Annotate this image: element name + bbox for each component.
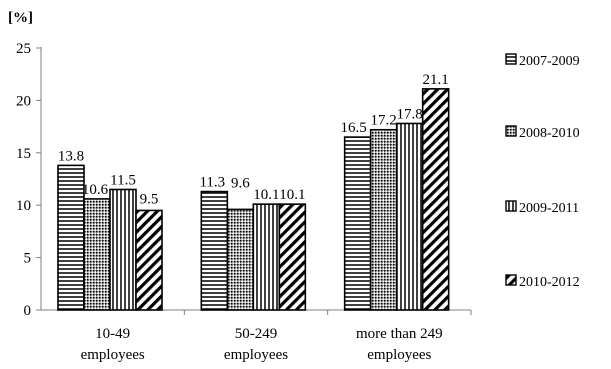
legend-swatch	[505, 125, 517, 137]
x-category-label: employees	[81, 347, 145, 363]
data-label: 11.5	[110, 172, 136, 188]
data-label: 9.5	[140, 191, 159, 207]
bar-2009-2011-cat-3	[395, 122, 424, 311]
x-category-label: employees	[367, 347, 431, 363]
bar-2009-2011-cat-2	[252, 203, 281, 311]
x-category-label: more than 249	[356, 326, 443, 342]
data-label: 10.1	[253, 187, 279, 203]
bar-2010-2012-cat-1	[135, 209, 163, 311]
x-axis-category-labels: 10-49 employees 50-249 employees more than 2…	[81, 326, 443, 363]
bar-2008-2010-cat-3	[369, 128, 398, 311]
data-label: 10.6	[82, 182, 109, 198]
legend: 2007-2009 2008-2010 2009-2011 2010-2012	[505, 53, 580, 290]
x-category-label: 50-249	[235, 326, 278, 342]
y-tick-label: 20	[16, 93, 31, 109]
legend-swatch	[505, 200, 517, 212]
x-category-label: 10-49	[95, 326, 130, 342]
bar-2010-2012-cat-2	[278, 203, 307, 311]
bar-2009-2011-cat-1	[109, 188, 137, 311]
y-tick-label: 15	[16, 146, 31, 162]
y-tick-label: 25	[16, 41, 31, 57]
bar-2008-2010-cat-2	[226, 208, 255, 311]
y-axis-ticks: 0 5 10 15 20 25	[16, 41, 41, 319]
legend-label: 2010-2012	[519, 275, 580, 290]
bar-series-group	[57, 88, 472, 315]
data-label: 17.2	[371, 113, 397, 129]
bar-2008-2010-cat-1	[83, 198, 111, 311]
data-label: 21.1	[423, 72, 449, 88]
y-tick-label: 5	[24, 251, 32, 267]
data-labels-group: 13.810.611.59.511.3 9.610.1 10.116.5 17.2 17…	[58, 72, 449, 208]
data-label: 16.5	[341, 120, 367, 136]
bar-2007-2009-cat-3	[343, 136, 372, 311]
y-tick-label: 10	[16, 198, 31, 214]
bar-2007-2009-cat-1	[57, 164, 85, 311]
data-label: 11.3	[199, 175, 225, 191]
data-label: 13.8	[58, 148, 84, 164]
data-label: 10.1	[279, 187, 305, 203]
y-axis-unit-label: [%]	[8, 10, 33, 26]
legend-swatch	[505, 53, 517, 65]
legend-swatch	[505, 274, 517, 286]
bar-2010-2012-cat-3	[421, 88, 450, 311]
data-label: 17.8	[397, 106, 423, 122]
data-label: 9.6	[231, 175, 250, 191]
legend-label: 2008-2010	[519, 126, 580, 141]
legend-label: 2009-2011	[519, 201, 579, 216]
x-category-label: employees	[224, 347, 288, 363]
bar-2007-2009-cat-2	[200, 190, 229, 311]
y-tick-label: 0	[24, 303, 32, 319]
legend-label: 2007-2009	[519, 54, 580, 69]
